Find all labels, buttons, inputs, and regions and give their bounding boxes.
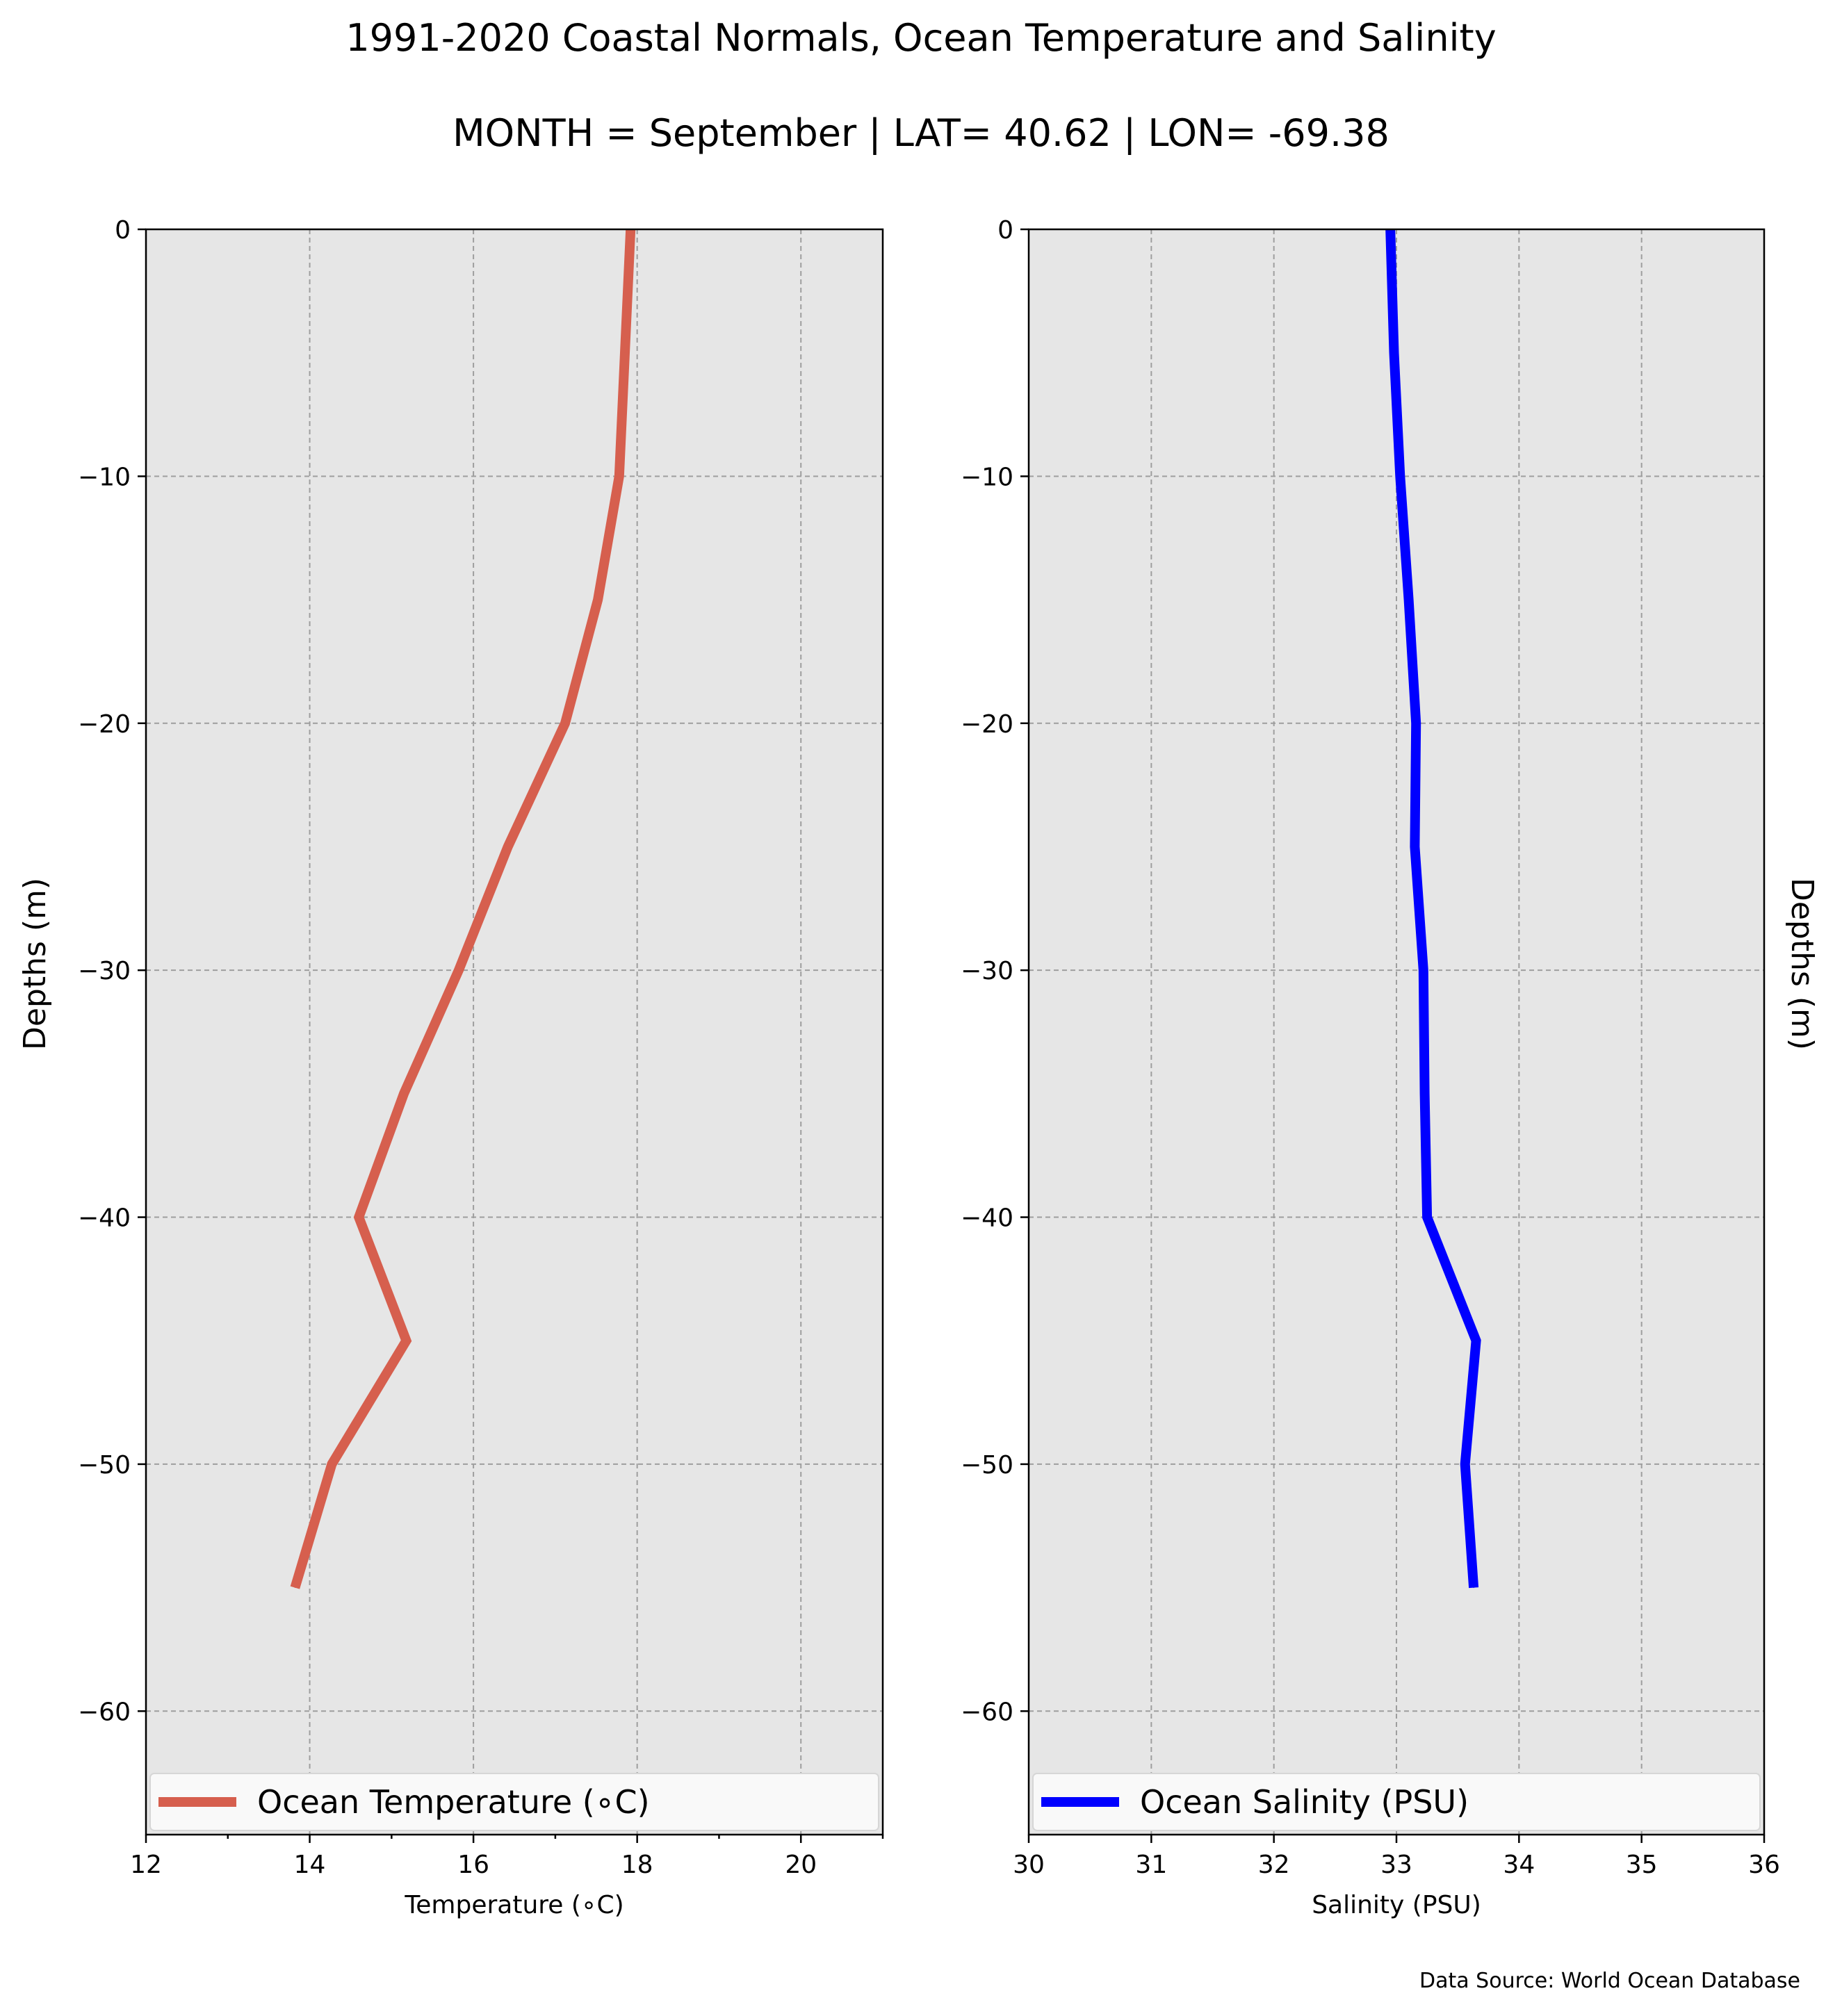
salinity-y-tick-label: −40 — [961, 1204, 1013, 1233]
temperature-data-point — [458, 969, 459, 971]
salinity-x-tick-label: 36 — [1748, 1851, 1780, 1879]
salinity-data-point — [1424, 1093, 1426, 1095]
temperature-data-point — [624, 352, 626, 354]
salinity-axes-frame — [1027, 228, 1766, 1836]
salinity-x-tick-label: 34 — [1503, 1851, 1535, 1879]
temperature-legend-box — [149, 1773, 879, 1831]
temperature-legend-label: Ocean Temperature (∘C) — [257, 1783, 650, 1821]
temperature-y-tick-label: −60 — [78, 1698, 131, 1726]
temperature-y-tick-label: −20 — [78, 710, 131, 739]
salinity-y-tick-label: −20 — [961, 710, 1013, 739]
temperature-y-tick-label: −40 — [78, 1204, 131, 1233]
temperature-data-point — [507, 846, 509, 847]
salinity-y-tick-label: −60 — [961, 1698, 1013, 1726]
salinity-data-point — [1426, 1217, 1428, 1218]
salinity-x-tick-label: 33 — [1380, 1851, 1412, 1879]
data-source-note: Data Source: World Ocean Database — [1419, 1969, 1800, 1993]
temperature-y-tick-label: −10 — [78, 463, 131, 491]
temperature-x-tick-label: 16 — [457, 1851, 489, 1879]
figure-subtitle: MONTH = September | LAT= 40.62 | LON= -6… — [453, 111, 1389, 155]
salinity-legend-label: Ocean Salinity (PSU) — [1140, 1783, 1469, 1821]
temperature-x-tick-label: 20 — [785, 1851, 817, 1879]
salinity-legend: Ocean Salinity (PSU) — [1032, 1773, 1761, 1831]
salinity-y-tick-label: −50 — [961, 1451, 1013, 1480]
salinity-legend-box — [1032, 1773, 1761, 1831]
salinity-y-tick-label: −10 — [961, 463, 1013, 491]
salinity-x-axis-label: Salinity (PSU) — [1312, 1891, 1481, 1919]
temperature-y-tick-label: −30 — [78, 957, 131, 985]
salinity-y-tick-label: 0 — [997, 216, 1013, 245]
temperature-data-point — [403, 1093, 405, 1095]
temperature-x-axis-label: Temperature (∘C) — [404, 1891, 623, 1919]
salinity-x-tick-label: 30 — [1013, 1851, 1045, 1879]
salinity-x-tick-label: 31 — [1135, 1851, 1167, 1879]
salinity-y-axis-label: Depths (m) — [1784, 878, 1820, 1050]
temperature-axes-frame — [145, 228, 884, 1836]
temperature-y-tick-label: −50 — [78, 1451, 131, 1480]
temperature-plot-area — [146, 229, 883, 1835]
salinity-data-point — [1423, 969, 1424, 971]
figure-title: 1991-2020 Coastal Normals, Ocean Tempera… — [345, 16, 1496, 60]
temperature-y-axis-label: Depths (m) — [17, 878, 53, 1050]
salinity-x-tick-label: 32 — [1258, 1851, 1290, 1879]
temperature-series-line — [290, 229, 636, 1589]
salinity-series-line — [1385, 229, 1481, 1589]
salinity-panel: 30 31 32 33 34 35 36 0 −10 −20 −30 −40 −50 −60 Ocean S… — [961, 216, 1780, 1919]
salinity-y-tick-label: −30 — [961, 957, 1013, 985]
temperature-y-tick-label: 0 — [115, 216, 131, 245]
salinity-data-point — [1399, 475, 1401, 477]
temperature-x-tick-label: 14 — [294, 1851, 326, 1879]
temperature-legend: Ocean Temperature (∘C) — [149, 1773, 879, 1831]
temperature-x-tick-label: 12 — [130, 1851, 162, 1879]
temperature-x-tick-label: 18 — [621, 1851, 653, 1879]
temperature-panel: 12 14 16 18 20 0 −10 −20 −30 −40 −50 −60 Ocean Tempe… — [78, 216, 884, 1919]
salinity-x-tick-label: 35 — [1626, 1851, 1658, 1879]
